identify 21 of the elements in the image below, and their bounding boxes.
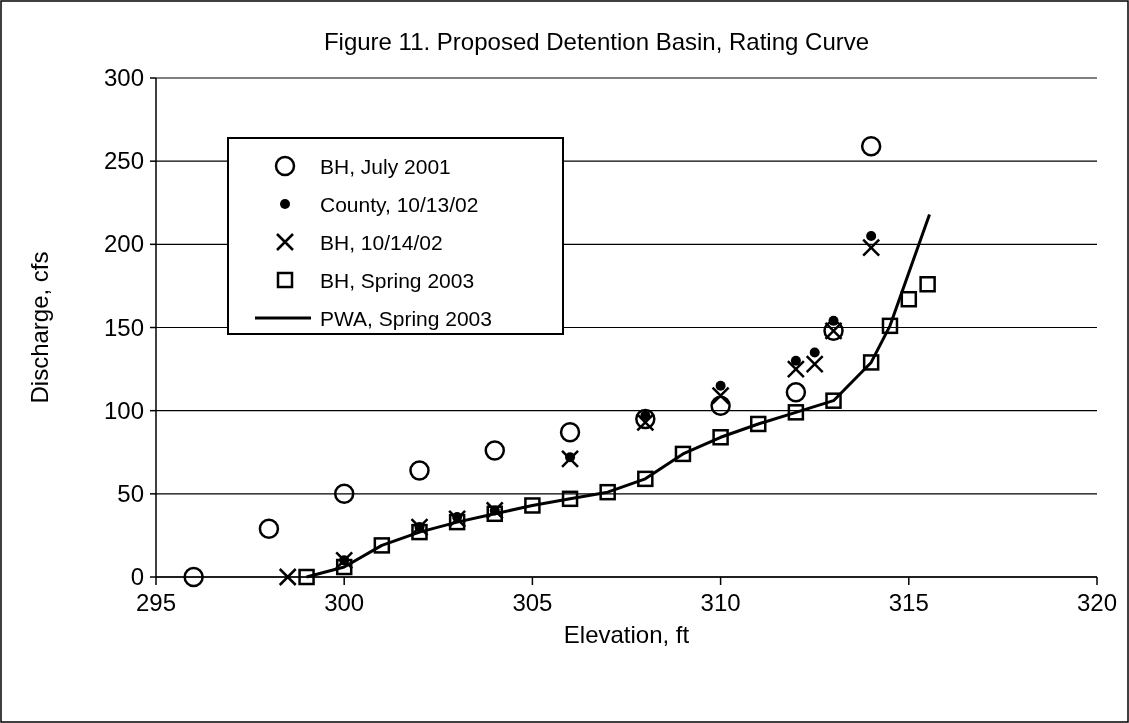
y-tick-label: 50 [117, 479, 144, 507]
y-tick-label: 300 [103, 64, 144, 91]
x-axis-title: Elevation, ft [563, 621, 690, 648]
x-tick-label: 305 [512, 589, 553, 616]
x-tick-label: 315 [888, 589, 929, 616]
y-tick-label: 250 [103, 147, 144, 175]
chart-title: Figure 11. Proposed Detention Basin, Rating Curve [323, 28, 870, 55]
legend-label: BH, Spring 2003 [320, 269, 475, 292]
legend-label: County, 10/13/02 [320, 193, 479, 216]
legend-label: BH, July 2001 [320, 155, 451, 178]
legend-label: PWA, Spring 2003 [320, 307, 492, 330]
y-tick-label: 200 [103, 230, 144, 258]
x-tick-label: 300 [324, 589, 365, 616]
x-tick-label: 310 [700, 589, 741, 616]
x-tick-label: 320 [1076, 589, 1118, 616]
y-axis-title: Discharge, cfs [26, 251, 53, 404]
y-tick-label: 0 [130, 563, 144, 590]
y-tick-label: 100 [103, 396, 144, 424]
x-tick-label: 295 [135, 589, 177, 616]
legend-label: BH, 10/14/02 [320, 231, 443, 254]
y-tick-label: 150 [103, 313, 144, 341]
